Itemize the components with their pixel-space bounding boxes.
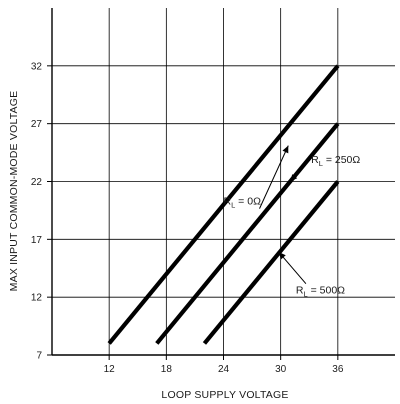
annotation-arrowhead-1 [282, 145, 289, 154]
ticks [47, 65, 339, 360]
y-tick-label: 32 [31, 61, 43, 72]
series-label-1: RL = 0Ω [224, 196, 262, 210]
annotations: RL = 0Ω RL = 250Ω RL = 500Ω [224, 145, 360, 299]
y-tick-label: 22 [31, 177, 43, 188]
y-tick-label: 17 [31, 235, 43, 246]
x-tick-label: 18 [161, 364, 173, 375]
y-tick-label: 12 [31, 293, 43, 304]
series-line-3 [202, 180, 340, 345]
x-tick-label: 36 [332, 364, 344, 375]
y-tick-label: 7 [36, 351, 42, 362]
x-tick-label: 24 [218, 364, 230, 375]
x-tick-label: 12 [104, 364, 116, 375]
x-tick-label: 30 [275, 364, 287, 375]
x-axis-title: LOOP SUPPLY VOLTAGE [161, 389, 288, 401]
annotation-arrowhead-2 [290, 174, 298, 182]
annotation-arrowhead-3 [278, 252, 286, 260]
series-line-1 [107, 64, 340, 345]
annotation-leader-1 [259, 145, 289, 209]
tick-labels: 12 18 24 30 36 7 12 17 22 27 32 [31, 61, 344, 375]
y-axis-title: MAX INPUT COMMON-MODE VOLTAGE [8, 91, 20, 292]
y-tick-label: 27 [31, 119, 43, 130]
series-label-2: RL = 250Ω [311, 154, 360, 168]
grid [52, 8, 395, 355]
series-label-3: RL = 500Ω [296, 285, 345, 299]
